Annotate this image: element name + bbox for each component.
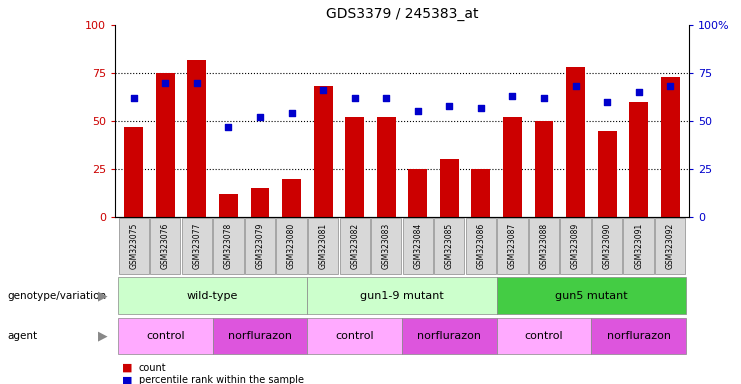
FancyBboxPatch shape — [276, 218, 307, 274]
Bar — [313, 86, 333, 217]
Bar — [345, 117, 364, 217]
Text: count: count — [139, 363, 166, 373]
Text: wild-type: wild-type — [187, 291, 239, 301]
FancyBboxPatch shape — [118, 277, 308, 314]
Text: percentile rank within the sample: percentile rank within the sample — [139, 375, 304, 384]
Text: GSM323090: GSM323090 — [602, 223, 611, 269]
FancyBboxPatch shape — [213, 218, 244, 274]
Point — [538, 95, 550, 101]
Text: GSM323081: GSM323081 — [319, 223, 328, 269]
Point — [475, 104, 487, 111]
Point — [380, 95, 392, 101]
Text: ▶: ▶ — [98, 289, 107, 302]
Bar — [250, 188, 270, 217]
FancyBboxPatch shape — [591, 318, 686, 354]
Text: GSM323083: GSM323083 — [382, 223, 391, 269]
Bar — [629, 102, 648, 217]
Text: genotype/variation: genotype/variation — [7, 291, 107, 301]
Text: norflurazon: norflurazon — [607, 331, 671, 341]
Bar — [156, 73, 175, 217]
FancyBboxPatch shape — [308, 277, 496, 314]
FancyBboxPatch shape — [245, 218, 275, 274]
FancyBboxPatch shape — [434, 218, 465, 274]
Text: GSM323086: GSM323086 — [476, 223, 485, 269]
Point — [254, 114, 266, 120]
Title: GDS3379 / 245383_at: GDS3379 / 245383_at — [326, 7, 478, 21]
FancyBboxPatch shape — [496, 277, 686, 314]
Point — [159, 79, 171, 86]
Point — [285, 110, 297, 116]
FancyBboxPatch shape — [118, 318, 213, 354]
Text: GSM323088: GSM323088 — [539, 223, 548, 269]
Text: GSM323084: GSM323084 — [413, 223, 422, 269]
FancyBboxPatch shape — [496, 318, 591, 354]
Bar — [282, 179, 301, 217]
Bar — [376, 117, 396, 217]
Bar — [219, 194, 238, 217]
Text: agent: agent — [7, 331, 38, 341]
Text: norflurazon: norflurazon — [228, 331, 292, 341]
Text: GSM323082: GSM323082 — [350, 223, 359, 269]
Text: ■: ■ — [122, 375, 133, 384]
Text: control: control — [525, 331, 563, 341]
Text: ▶: ▶ — [98, 329, 107, 343]
Text: control: control — [146, 331, 185, 341]
Point — [443, 103, 455, 109]
Text: GSM323077: GSM323077 — [193, 223, 202, 269]
Bar — [598, 131, 617, 217]
Bar — [534, 121, 554, 217]
Text: GSM323076: GSM323076 — [161, 223, 170, 269]
Bar — [124, 127, 143, 217]
FancyBboxPatch shape — [497, 218, 528, 274]
FancyBboxPatch shape — [655, 218, 685, 274]
FancyBboxPatch shape — [371, 218, 402, 274]
Text: gun5 mutant: gun5 mutant — [555, 291, 628, 301]
Point — [317, 87, 329, 93]
Point — [191, 79, 203, 86]
FancyBboxPatch shape — [182, 218, 212, 274]
Bar — [661, 77, 679, 217]
Bar — [187, 60, 206, 217]
Point — [412, 108, 424, 114]
Text: GSM323089: GSM323089 — [571, 223, 580, 269]
Bar — [440, 159, 459, 217]
Text: GSM323078: GSM323078 — [224, 223, 233, 269]
FancyBboxPatch shape — [150, 218, 181, 274]
Point — [570, 83, 582, 89]
Text: GSM323079: GSM323079 — [256, 223, 265, 269]
Text: GSM323085: GSM323085 — [445, 223, 453, 269]
FancyBboxPatch shape — [402, 218, 433, 274]
FancyBboxPatch shape — [402, 318, 496, 354]
Text: norflurazon: norflurazon — [417, 331, 482, 341]
Text: GSM323091: GSM323091 — [634, 223, 643, 269]
Point — [128, 95, 140, 101]
Point — [664, 83, 676, 89]
Point — [507, 93, 519, 99]
Bar — [408, 169, 428, 217]
FancyBboxPatch shape — [213, 318, 308, 354]
Bar — [566, 67, 585, 217]
Bar — [503, 117, 522, 217]
FancyBboxPatch shape — [308, 218, 338, 274]
FancyBboxPatch shape — [308, 318, 402, 354]
Text: control: control — [336, 331, 374, 341]
Point — [601, 99, 613, 105]
FancyBboxPatch shape — [339, 218, 370, 274]
FancyBboxPatch shape — [592, 218, 622, 274]
Point — [633, 89, 645, 95]
FancyBboxPatch shape — [119, 218, 149, 274]
Point — [222, 124, 234, 130]
Bar — [471, 169, 491, 217]
Text: GSM323080: GSM323080 — [287, 223, 296, 269]
Point — [349, 95, 361, 101]
FancyBboxPatch shape — [529, 218, 559, 274]
Text: GSM323087: GSM323087 — [508, 223, 517, 269]
FancyBboxPatch shape — [623, 218, 654, 274]
FancyBboxPatch shape — [466, 218, 496, 274]
Text: gun1-9 mutant: gun1-9 mutant — [360, 291, 444, 301]
Text: ■: ■ — [122, 363, 133, 373]
FancyBboxPatch shape — [560, 218, 591, 274]
Text: GSM323075: GSM323075 — [129, 223, 139, 269]
Text: GSM323092: GSM323092 — [665, 223, 675, 269]
